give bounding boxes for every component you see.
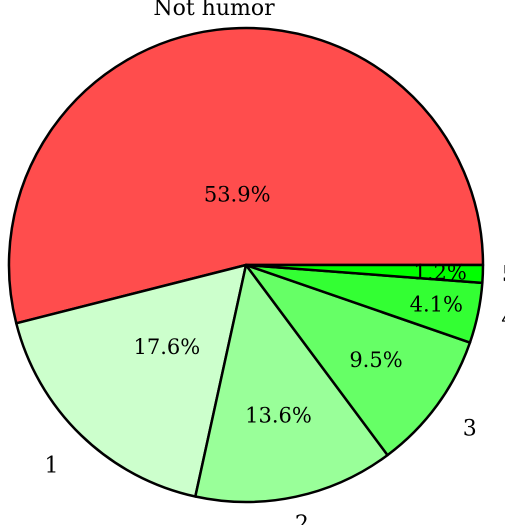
slice-percent-label: 4.1%	[410, 292, 463, 316]
slice-category-label: 2	[295, 512, 309, 525]
pie-slice-5	[244, 263, 485, 285]
slice-category-label: 4	[501, 307, 505, 332]
pie-slices	[7, 26, 485, 504]
pie-slice-1	[15, 263, 248, 498]
pie-slice-not-humor	[7, 26, 485, 325]
pie-slice-2	[194, 263, 389, 504]
slice-percent-label: 9.5%	[349, 348, 402, 372]
slice-percent-label: 1.2%	[414, 260, 467, 284]
slice-percent-label: 13.6%	[245, 404, 312, 428]
slice-category-label: 5	[502, 262, 505, 287]
slice-percent-label: 53.9%	[204, 182, 271, 206]
slice-percent-label: 17.6%	[134, 335, 201, 359]
slice-category-label: Not humor	[153, 0, 275, 21]
pie-labels: 53.9% Not humor 17.6% 1 13.6% 2 9.5% 3 4.1% 4 1.2%…	[45, 0, 505, 525]
pie-slice-3	[244, 263, 472, 457]
slice-category-label: 1	[45, 454, 59, 479]
slice-category-label: 3	[463, 416, 477, 441]
